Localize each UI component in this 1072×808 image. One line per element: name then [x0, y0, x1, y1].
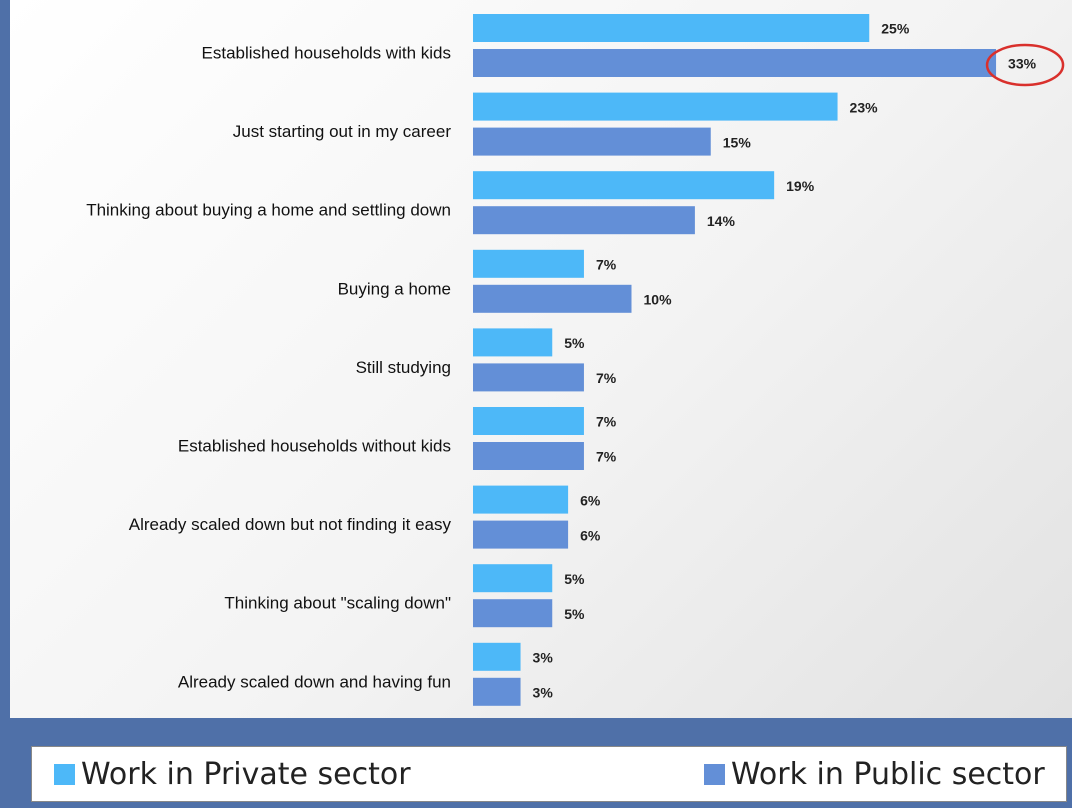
bar-private [473, 171, 775, 200]
bar-private [473, 642, 521, 671]
data-label: 23% [850, 99, 879, 115]
legend-item-public: Work in Public sector [704, 756, 1045, 792]
category-label: Thinking about buying a home and settlin… [86, 201, 451, 220]
bar-private [473, 92, 838, 121]
data-label: 14% [707, 213, 736, 229]
category-label: Established households with kids [202, 43, 451, 62]
data-label: 25% [881, 21, 910, 37]
category-label: Established households without kids [178, 436, 451, 455]
data-label: 7% [596, 449, 617, 465]
bar-private [473, 249, 584, 278]
category-label: Thinking about "scaling down" [224, 594, 451, 613]
bar-public [473, 599, 553, 628]
bar-private [473, 564, 553, 593]
category-label: Just starting out in my career [233, 122, 452, 141]
legend: Work in Private sector Work in Public se… [31, 746, 1067, 802]
data-label: 10% [644, 292, 673, 308]
bar-private [473, 14, 870, 42]
legend-swatch-private [54, 763, 75, 785]
data-label: 6% [580, 492, 601, 508]
category-label: Still studying [356, 358, 451, 377]
bar-private [473, 328, 553, 357]
legend-swatch-public [704, 763, 725, 785]
data-label: 5% [564, 335, 585, 351]
bar-public [473, 284, 632, 313]
legend-item-private: Work in Private sector [54, 756, 411, 792]
bar-public [473, 127, 711, 156]
data-label: 5% [564, 606, 585, 622]
data-label: 33% [1008, 56, 1037, 72]
legend-label-private: Work in Private sector [81, 756, 411, 792]
category-label: Already scaled down but not finding it e… [129, 515, 452, 534]
bar-public [473, 363, 584, 392]
bar-private [473, 485, 569, 514]
data-label: 6% [580, 527, 601, 543]
data-label: 3% [533, 650, 554, 666]
highlight-circle [985, 43, 1065, 87]
legend-label-public: Work in Public sector [731, 756, 1045, 792]
bar-private [473, 407, 584, 435]
data-label: 7% [596, 414, 617, 430]
category-label: Already scaled down and having fun [178, 672, 451, 691]
bar-public [473, 206, 695, 235]
data-label: 19% [786, 178, 815, 194]
bar-public [473, 442, 584, 470]
bar-public [473, 520, 569, 549]
data-label: 7% [596, 257, 617, 273]
bar-public [473, 677, 521, 706]
data-label: 15% [723, 134, 752, 150]
bar-chart: Established households with kids 25% 33% Ju… [86, 14, 1065, 706]
chart-panel: Established households with kids 25% 33% Ju… [10, 0, 1072, 718]
bar-public [473, 49, 997, 77]
data-label: 5% [564, 571, 585, 587]
category-label: Buying a home [338, 279, 451, 298]
data-label: 7% [596, 370, 617, 386]
data-label: 3% [533, 685, 554, 701]
